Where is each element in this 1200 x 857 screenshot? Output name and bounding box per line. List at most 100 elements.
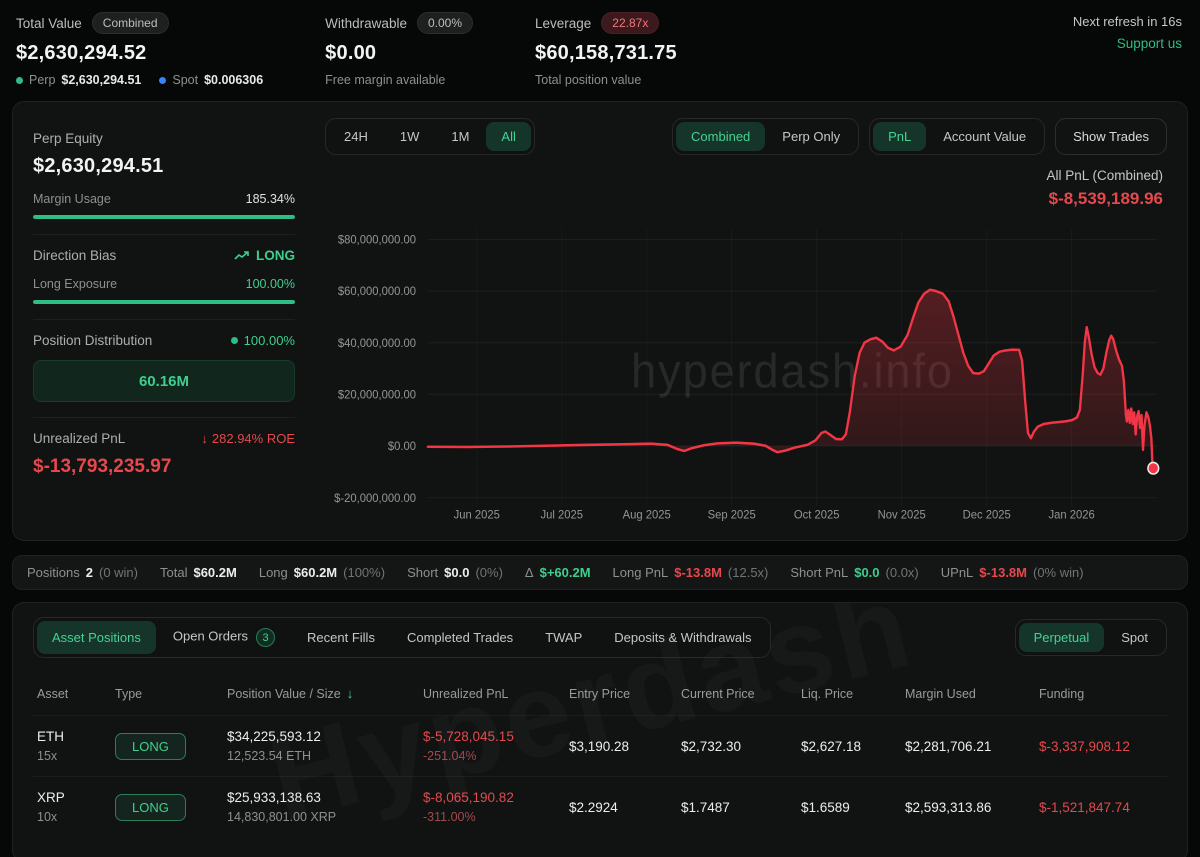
summary-long-pnl: Long PnL $-13.8M (12.5x) [612,565,769,580]
all-pnl-header: All PnL (Combined) $-8,539,189.96 [325,168,1163,209]
positions-tabs: Asset Positions Open Orders 3 Recent Fills C… [33,617,771,658]
chart-toolbar: 24H 1W 1M All Combined Perp Only PnL Account … [325,118,1167,155]
position-row-xrp[interactable]: XRP 10x LONG $25,933,138.63 14,830,801.00 XR… [33,776,1167,837]
col-unrealized-pnl: Unrealized PnL [423,686,509,701]
tab-completed-trades[interactable]: Completed Trades [392,621,528,654]
y-tick: $80,000,000.00 [338,233,417,246]
distribution-dot-icon [230,337,238,344]
x-tick: Jul 2025 [540,508,583,521]
direction-bias-value: LONG [256,248,295,263]
tab-perpetual[interactable]: Perpetual [1018,623,1105,652]
chart-end-dot [1147,461,1160,475]
col-margin-used: Margin Used [905,686,976,701]
x-tick: Oct 2025 [794,508,840,521]
col-asset: Asset [37,686,69,701]
leverage-sub: Total position value [535,73,642,87]
y-tick: $60,000,000.00 [338,285,417,298]
x-tick: Sep 2025 [708,508,756,521]
roe-value: 282.94% ROE [211,431,295,446]
margin-usage-value: 185.34% [245,192,295,206]
long-badge: LONG [115,793,186,821]
tab-open-orders[interactable]: Open Orders 3 [158,621,290,654]
arrow-down-icon: ↓ [201,431,208,446]
pnl-chart: $80,000,000.00 $60,000,000.00 $40,000,000.… [325,211,1167,526]
withdrawable-sub: Free margin available [325,73,446,87]
leverage-label: Leverage [535,15,592,31]
perp-dot-icon [16,76,23,84]
long-exposure-value: 100.00% [245,277,295,291]
view-tab-pnl[interactable]: PnL [873,122,927,151]
range-tab-1w[interactable]: 1W [385,122,435,151]
range-tabs: 24H 1W 1M All [325,118,535,155]
range-tab-24h[interactable]: 24H [329,122,383,151]
all-pnl-label: All PnL (Combined) [1046,168,1163,183]
unrealized-pnl-section: Unrealized PnL ↓ 282.94% ROE $-13,793,23… [33,418,295,493]
position-distribution-pct: 100.00% [243,333,295,348]
leverage-stat: Leverage 22.87x $60,158,731.75 Total pos… [535,12,677,87]
sort-down-icon: ↓ [346,686,354,701]
direction-bias-label: Direction Bias [33,248,117,263]
tab-recent-fills[interactable]: Recent Fills [292,621,390,654]
market-type-tabs: Perpetual Spot [1014,619,1167,656]
pnl-area [427,289,1154,469]
view-tabs: PnL Account Value [869,118,1046,155]
withdrawable-label: Withdrawable [325,15,407,31]
margin-usage-bar [33,215,295,219]
perp-equity-label: Perp Equity [33,131,103,146]
withdrawable-value: $0.00 [325,42,377,64]
x-tick: Aug 2025 [623,508,671,521]
view-tab-account-value[interactable]: Account Value [928,122,1041,151]
withdrawable-stat: Withdrawable 0.00% $0.00 Free margin ava… [325,12,473,87]
withdrawable-badge: 0.00% [416,12,473,34]
open-orders-badge: 3 [256,628,276,647]
overview-panel: Perp Equity $2,630,294.51 Margin Usage 1… [12,101,1188,541]
x-tick: Dec 2025 [963,508,1011,521]
leverage-badge: 22.87x [601,12,660,34]
x-tick: Jan 2026 [1049,508,1095,521]
pnl-line [426,288,1155,470]
spot-label: Spot [172,73,199,87]
long-exposure-label: Long Exposure [33,277,118,291]
tab-deposits-withdrawals[interactable]: Deposits & Withdrawals [599,621,766,654]
long-exposure-bar [33,300,295,304]
tab-asset-positions[interactable]: Asset Positions [37,621,156,654]
top-header: Total Value Combined $2,630,294.52 Perp … [0,0,1200,93]
margin-usage-label: Margin Usage [33,192,111,206]
table-body: ETH 15x LONG $34,225,593.12 12,523.54 ETH $-5… [33,715,1167,837]
support-us-link[interactable]: Support us [1116,36,1182,51]
mode-tab-combined[interactable]: Combined [676,122,766,151]
y-tick: $40,000,000.00 [338,337,417,350]
range-tab-all[interactable]: All [486,122,531,151]
summary-upnl: UPnL $-13.8M (0% win) [940,565,1084,580]
summary-long: Long $60.2M (100%) [258,565,386,580]
col-funding: Funding [1039,686,1085,701]
range-tab-1m[interactable]: 1M [436,122,484,151]
summary-total: Total $60.2M [160,565,237,580]
position-distribution-section: Position Distribution 100.00% 60.16M [33,320,295,418]
mode-tabs: Combined Perp Only [672,118,860,155]
show-trades-button[interactable]: Show Trades [1055,118,1167,155]
perp-equity-section: Perp Equity $2,630,294.51 Margin Usage 1… [33,118,295,235]
spot-dot-icon [159,76,167,84]
total-value: $2,630,294.52 [16,42,147,64]
col-current-price: Current Price [681,686,755,701]
position-distribution-box: 60.16M [33,360,295,402]
stats-column: Perp Equity $2,630,294.51 Margin Usage 1… [33,118,295,526]
positions-summary-bar: Positions 2 (0 win) Total $60.2M Long $60.2M (1… [12,555,1188,590]
summary-: Δ $+60.2M [524,565,591,580]
long-badge: LONG [115,732,186,760]
perp-equity-value: $2,630,294.51 [33,155,164,177]
tab-twap[interactable]: TWAP [530,621,597,654]
all-pnl-value: $-8,539,189.96 [1048,189,1163,208]
position-row-eth[interactable]: ETH 15x LONG $34,225,593.12 12,523.54 ETH $-5… [33,715,1167,776]
mode-tab-perp-only[interactable]: Perp Only [767,122,855,151]
col-entry-price: Entry Price [569,686,631,701]
tab-spot[interactable]: Spot [1106,623,1163,652]
col-position-value-size[interactable]: Position Value / Size ↓ [227,686,354,701]
unrealized-pnl-value: $-13,793,235.97 [33,456,172,477]
y-tick: $20,000,000.00 [338,388,417,401]
chart-column: 24H 1W 1M All Combined Perp Only PnL Account … [325,118,1167,526]
position-distribution-value: 60.16M [138,372,190,390]
refresh-countdown: Next refresh in 16s [1072,14,1182,29]
